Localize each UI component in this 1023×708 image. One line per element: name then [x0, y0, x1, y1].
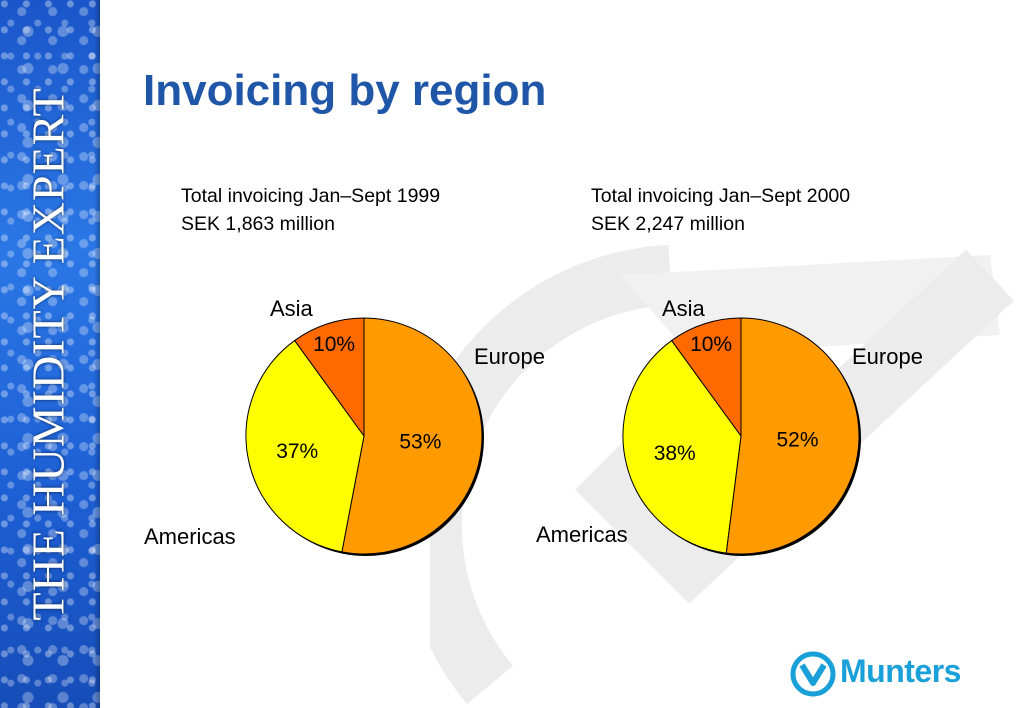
pie-value-label-americas: 38%: [654, 442, 696, 465]
pie-value-label-asia: 10%: [690, 333, 732, 356]
pie-value-label-europe: 52%: [777, 429, 819, 452]
pie-slice-asia: [293, 317, 365, 438]
chart-2000-label-americas: Americas: [536, 522, 628, 547]
pie-slice-asia: [670, 317, 742, 438]
pie-value-label-americas: 37%: [276, 440, 318, 463]
sidebar-brand-text: THE HUMIDITY EXPERT: [22, 87, 74, 621]
chart-1999-title: Total invoicing Jan–Sept 1999: [181, 185, 441, 207]
page-title: Invoicing by region: [143, 66, 547, 115]
chart-1999-label-americas: Americas: [144, 524, 236, 549]
chart-2000-heading: Total invoicing Jan–Sept 2000 SEK 2,247 …: [591, 182, 850, 238]
munters-logo: Munters: [788, 651, 974, 697]
chart-2000-label-europe: Europe: [852, 344, 923, 369]
pie-slice-americas: [245, 339, 365, 553]
chart-1999-heading: Total invoicing Jan–Sept 1999 SEK 1,863 …: [181, 182, 440, 238]
chart-2000-title: Total invoicing Jan–Sept 2000: [591, 185, 851, 207]
pie-slice-europe: [341, 317, 483, 555]
munters-emblem-icon: [790, 651, 836, 697]
pie-value-label-europe: 53%: [399, 430, 441, 453]
chart-1999-subtitle: SEK 1,863 million: [181, 213, 335, 235]
chart-2000-label-asia: Asia: [662, 296, 705, 321]
pie-value-label-asia: 10%: [313, 333, 355, 356]
pie-slice-americas: [622, 339, 742, 554]
chart-2000-subtitle: SEK 2,247 million: [591, 213, 745, 235]
pie-chart-1999: 53% 37% 10%: [245, 317, 484, 556]
chart-1999-label-asia: Asia: [270, 296, 313, 321]
munters-logo-text: Munters: [840, 653, 961, 689]
chart-1999-label-europe: Europe: [474, 344, 545, 369]
pie-chart-2000: 52% 38% 10%: [622, 317, 861, 556]
pie-slice-europe: [725, 317, 860, 555]
sidebar-water-banner: THE HUMIDITY EXPERT: [0, 0, 100, 708]
